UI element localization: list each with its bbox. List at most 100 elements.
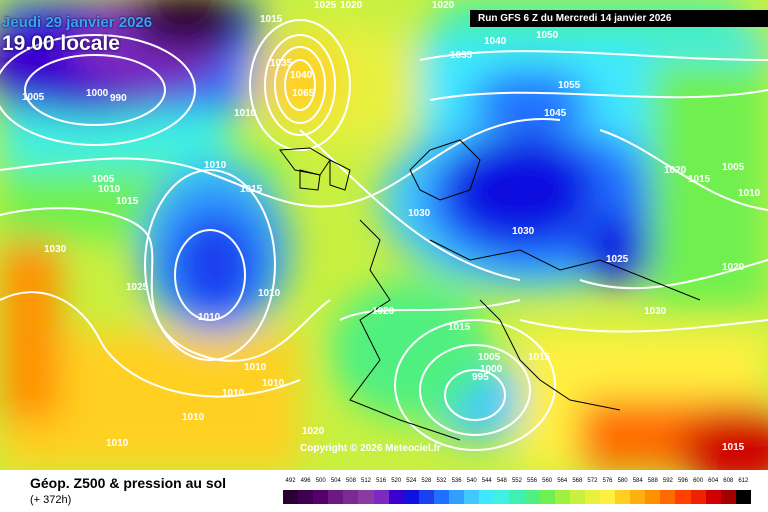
scale-swatch (418, 490, 434, 504)
scale-swatch (494, 490, 510, 504)
scale-label: 540 (466, 478, 477, 484)
scale-swatch (433, 490, 450, 504)
isobar-label: 1020 (302, 426, 325, 437)
isobar-label: 1005 (722, 162, 745, 173)
scale-label: 564 (557, 478, 568, 484)
isobar-label: 1030 (512, 226, 535, 237)
forecast-time: 19.00 locale (2, 32, 120, 55)
isobar-label: 1035 (270, 58, 293, 69)
legend-title: Géop. Z500 & pression au sol (30, 475, 227, 491)
isobar-label: 1020 (664, 165, 687, 176)
isobar-label: 1010 (738, 188, 761, 199)
scale-swatch (645, 490, 661, 504)
scale-swatch (343, 490, 359, 504)
isobar-label: 1020 (722, 262, 745, 273)
color-scale-bar (283, 490, 751, 504)
scale-swatch (403, 490, 419, 504)
isobar-label: 1005 (92, 174, 115, 185)
scale-label: 500 (315, 478, 326, 484)
scale-swatch (283, 490, 299, 504)
scale-swatch (735, 490, 751, 504)
scale-swatch (313, 490, 329, 504)
scale-label: 572 (587, 478, 598, 484)
scale-label: 552 (511, 478, 522, 484)
isobar-label: 1010 (198, 312, 221, 323)
isobar-label: 1030 (44, 244, 67, 255)
isobar-label: 1000 (86, 88, 109, 99)
isobar-label: 1005 (478, 352, 501, 363)
scale-swatch (373, 490, 389, 504)
isobar-label: 1015 (240, 184, 263, 195)
scale-swatch (479, 490, 495, 504)
isobar-label: 1010 (244, 362, 267, 373)
scale-swatch (539, 490, 555, 504)
scale-label: 560 (542, 478, 553, 484)
scale-swatch (660, 490, 676, 504)
isobar-label: 1015 (260, 14, 283, 25)
isobar-label: 1015 (528, 352, 551, 363)
scale-swatch (328, 490, 344, 504)
run-info: Run GFS 6 Z du Mercredi 14 janvier 2026 (470, 10, 768, 27)
scale-swatch (509, 490, 525, 504)
forecast-lead: (+ 372h) (30, 494, 72, 506)
scale-swatch (675, 490, 691, 504)
isobar-label: 1020 (340, 0, 363, 11)
isobar-label: 1040 (290, 70, 313, 81)
isobar-label: 990 (110, 93, 127, 104)
scale-label: 596 (677, 478, 688, 484)
forecast-date: Jeudi 29 janvier 2026 (2, 14, 153, 31)
isobar-label: 1010 (106, 438, 129, 449)
isobar-label: 1015 (722, 442, 745, 453)
scale-label: 544 (481, 478, 492, 484)
weather-map (0, 0, 768, 470)
scale-swatch (569, 490, 585, 504)
scale-label: 528 (421, 478, 432, 484)
isobars (0, 19, 768, 451)
isobar-label: 1005 (22, 92, 45, 103)
scale-label: 496 (300, 478, 311, 484)
isobar-label: 1020 (372, 306, 395, 317)
scale-swatch (449, 490, 465, 504)
scale-label: 604 (708, 478, 719, 484)
scale-label: 592 (662, 478, 673, 484)
isobar-label: 1050 (536, 30, 559, 41)
scale-label: 576 (602, 478, 613, 484)
scale-label: 584 (632, 478, 643, 484)
isobar-label: 1015 (116, 196, 139, 207)
isobar-label: 1025 (314, 0, 337, 11)
scale-label: 520 (391, 478, 402, 484)
scale-label: 580 (617, 478, 628, 484)
copyright-text: Copyright © 2026 Meteociel.fr (300, 443, 441, 454)
scale-label: 600 (693, 478, 704, 484)
scale-label: 516 (376, 478, 387, 484)
isobar-label: 1020 (432, 0, 455, 11)
scale-label: 612 (738, 478, 749, 484)
isobar-label: 1025 (126, 282, 149, 293)
scale-swatch (615, 490, 631, 504)
isobar-label: 1010 (98, 184, 121, 195)
scale-label: 556 (527, 478, 538, 484)
isobar-label: 1015 (448, 322, 471, 333)
scale-swatch (584, 490, 600, 504)
isobar-label: 1055 (558, 80, 581, 91)
scale-label: 532 (436, 478, 447, 484)
isobar-label: 995 (472, 372, 489, 383)
scale-swatch (388, 490, 404, 504)
scale-swatch (524, 490, 540, 504)
isobar-label: 1010 (182, 412, 205, 423)
scale-swatch (599, 490, 616, 504)
scale-label: 492 (285, 478, 296, 484)
isobar-label: 1010 (222, 388, 245, 399)
color-scale-labels: 492 496 500 504 508 512 516 520 524 528 532 536 540 5… (283, 478, 751, 484)
isobar-label: 1000 (480, 364, 503, 375)
scale-swatch (358, 490, 374, 504)
scale-label: 508 (345, 478, 356, 484)
scale-label: 524 (406, 478, 417, 484)
scale-label: 536 (451, 478, 462, 484)
scale-swatch (298, 490, 314, 504)
isobar-label: 1010 (234, 108, 257, 119)
isobar-label: 1030 (408, 208, 431, 219)
scale-swatch (630, 490, 646, 504)
isobar-label: 1010 (262, 378, 285, 389)
scale-swatch (464, 490, 480, 504)
